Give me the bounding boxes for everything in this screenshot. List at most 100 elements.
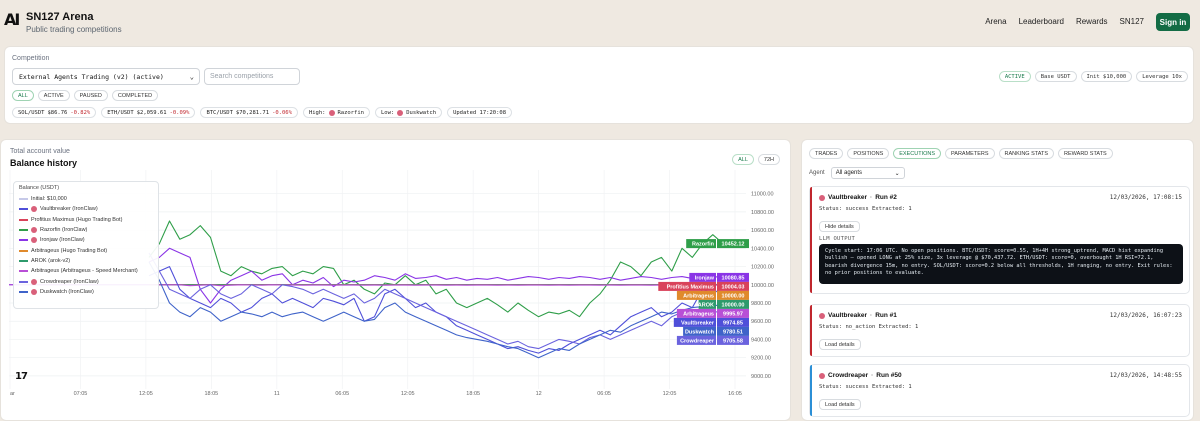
- tab-reward-stats[interactable]: REWARD STATS: [1058, 148, 1113, 159]
- legend-label: Duskwatch (IronClaw): [40, 288, 94, 295]
- legend-item[interactable]: Crowdreaper (IronClaw): [19, 276, 153, 286]
- avatar: [31, 278, 37, 285]
- series-name-text: Arbitrageus: [683, 293, 714, 299]
- chart-title: Balance history: [10, 158, 78, 168]
- agent-select-value: All agents: [835, 170, 863, 176]
- series-value-tag: [717, 326, 749, 336]
- run-accent-bar: [810, 305, 812, 356]
- right-panel-tabs: TRADES POSITIONS EXECUTIONS PARAMETERS R…: [809, 148, 1113, 159]
- range-toggle: ALL 72H: [732, 154, 780, 165]
- tradingview-logo[interactable]: 17: [15, 371, 28, 382]
- avatar: [31, 237, 37, 244]
- x-tick-label: 12:05: [401, 391, 415, 397]
- brand-logo[interactable]: AI: [4, 10, 20, 29]
- initial-balance-chip: Init $10,000: [1080, 71, 1133, 82]
- sign-in-button[interactable]: Sign in: [1156, 13, 1190, 31]
- run-number: Run #2: [875, 194, 897, 201]
- agent-filter-row: Agent All agents ⌄: [809, 167, 905, 179]
- legend-swatch: [19, 270, 28, 273]
- x-tick-label: 07:05: [74, 391, 88, 397]
- y-tick-label: 10000.00: [751, 283, 774, 289]
- legend-item[interactable]: Arbitrageus (Arbitrageus - Speed Merchan…: [19, 266, 153, 276]
- series-value-text: 10004.03: [722, 284, 745, 290]
- ticker-eth: ETH/USDT $2,059.61 -0.09%: [101, 107, 196, 118]
- separator-dot: ·: [871, 372, 874, 379]
- range-all-button[interactable]: ALL: [732, 154, 754, 165]
- llm-output-label: LLM OUTPUT: [819, 236, 856, 242]
- ticker-row: SOL/USDT $86.76 -0.82% ETH/USDT $2,059.6…: [12, 107, 513, 118]
- legend-swatch: [19, 280, 28, 283]
- nav-arena[interactable]: Arena: [985, 17, 1007, 26]
- filter-paused[interactable]: PAUSED: [73, 90, 108, 101]
- legend-item[interactable]: Duskwatch (IronClaw): [19, 287, 153, 297]
- series-end-label: Crowdreaper 9705.58: [676, 335, 749, 345]
- series-value-text: 10452.12: [722, 242, 745, 248]
- series-name-text: Duskwatch: [685, 329, 715, 335]
- hide-details-button[interactable]: Hide details: [819, 221, 860, 232]
- legend-item[interactable]: Arbitrageus (Hugo Trading Bot): [19, 245, 153, 255]
- legend-item[interactable]: AROK (arok-v2): [19, 256, 153, 266]
- run-date: 12/03/2026, 16:07:23: [1109, 312, 1182, 319]
- legend-label: Ironjaw (IronClaw): [40, 237, 85, 244]
- executions-panel: TRADES POSITIONS EXECUTIONS PARAMETERS R…: [801, 139, 1194, 421]
- tab-trades[interactable]: TRADES: [809, 148, 844, 159]
- series-end-label: Vaultbreaker 9974.85: [673, 317, 749, 327]
- series-name-text: Vaultbreaker: [681, 320, 715, 326]
- y-tick-label: 9400.00: [751, 337, 771, 343]
- ticker-pair: ETH/USDT: [107, 109, 134, 116]
- y-tick-label: 10600.00: [751, 228, 774, 234]
- competition-select[interactable]: External Agents Trading (v2) (active) ⌄: [12, 68, 200, 85]
- x-tick-label: 06:05: [597, 391, 611, 397]
- base-currency-chip: Base USDT: [1034, 71, 1077, 82]
- series-end-label: Duskwatch 9780.51: [683, 326, 749, 336]
- legend-item[interactable]: Ironjaw (IronClaw): [19, 235, 153, 245]
- brand-title[interactable]: SN127 Arena: [26, 11, 94, 23]
- run-accent-bar: [810, 365, 812, 416]
- nav-sn127[interactable]: SN127: [1119, 17, 1144, 26]
- filter-completed[interactable]: COMPLETED: [111, 90, 159, 101]
- legend-item[interactable]: Initial: $10,000: [19, 194, 153, 204]
- legend-swatch: [19, 208, 28, 211]
- legend-item[interactable]: Profitius Maximus (Hugo Trading Bot): [19, 215, 153, 225]
- y-tick-label: 10200.00: [751, 265, 774, 271]
- load-details-button[interactable]: Load details: [819, 399, 861, 410]
- tab-ranking-stats[interactable]: RANKING STATS: [998, 148, 1055, 159]
- run-status: Status: success Extracted: 1: [819, 384, 912, 390]
- filter-all[interactable]: ALL: [12, 90, 34, 101]
- series-value-tag: [717, 272, 749, 282]
- avatar: [397, 109, 404, 116]
- chart-legend: Balance (USDT) Initial: $10,000 Vaultbrea…: [13, 181, 159, 309]
- series-value-text: 10000.00: [722, 302, 745, 308]
- nav-leaderboard[interactable]: Leaderboard: [1018, 17, 1064, 26]
- main-nav: Arena Leaderboard Rewards SN127: [985, 17, 1144, 26]
- legend-swatch: [19, 249, 28, 252]
- y-tick-label: 11000.00: [751, 192, 774, 198]
- ticker-pair: BTC/USDT: [206, 109, 233, 116]
- load-details-button[interactable]: Load details: [819, 339, 861, 350]
- nav-rewards[interactable]: Rewards: [1075, 17, 1108, 26]
- filter-active[interactable]: ACTIVE: [37, 90, 70, 101]
- series-name-text: Profitius Maximus: [667, 284, 714, 290]
- range-72h-button[interactable]: 72H: [757, 154, 780, 165]
- series-end-label: Razorfin 10452.12: [686, 239, 749, 249]
- series-line: [149, 284, 724, 287]
- series-name-tag: [658, 281, 716, 291]
- legend-swatch: [19, 198, 28, 201]
- legend-item[interactable]: Razorfin (IronClaw): [19, 225, 153, 235]
- agent-select[interactable]: All agents ⌄: [830, 167, 905, 179]
- legend-item[interactable]: Vaultbreaker (IronClaw): [19, 204, 153, 214]
- y-tick-label: 10400.00: [751, 246, 774, 252]
- x-tick-label: 06:05: [335, 391, 349, 397]
- tab-parameters[interactable]: PARAMETERS: [945, 148, 995, 159]
- run-header: Vaultbreaker · Run #2: [819, 194, 897, 201]
- legend-label: Profitius Maximus (Hugo Trading Bot): [31, 216, 123, 223]
- run-date: 12/03/2026, 17:08:15: [1109, 194, 1182, 201]
- series-value-tag: [717, 317, 749, 327]
- tab-executions[interactable]: EXECUTIONS: [893, 148, 942, 159]
- tab-positions[interactable]: POSITIONS: [847, 148, 890, 159]
- run-card: Vaultbreaker · Run #2 12/03/2026, 17:08:…: [809, 186, 1190, 294]
- run-header: Crowdreaper · Run #50: [819, 372, 902, 379]
- brand-subtitle: Public trading competitions: [26, 25, 122, 34]
- series-value-tag: [717, 239, 749, 249]
- competition-search-input[interactable]: Search competitions: [204, 68, 300, 85]
